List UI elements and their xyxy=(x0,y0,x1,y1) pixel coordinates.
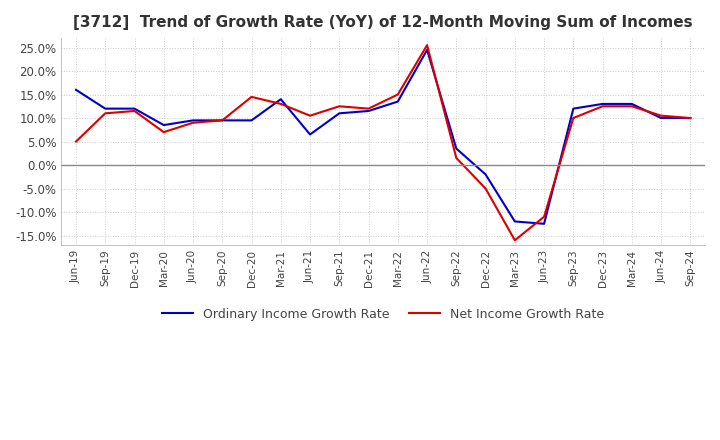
Ordinary Income Growth Rate xyxy=(335,111,343,116)
Net Income Growth Rate xyxy=(394,92,402,97)
Ordinary Income Growth Rate xyxy=(247,118,256,123)
Net Income Growth Rate xyxy=(686,115,695,121)
Ordinary Income Growth Rate xyxy=(72,87,81,92)
Net Income Growth Rate xyxy=(218,118,227,123)
Net Income Growth Rate xyxy=(335,104,343,109)
Ordinary Income Growth Rate xyxy=(276,97,285,102)
Net Income Growth Rate xyxy=(657,113,665,118)
Title: [3712]  Trend of Growth Rate (YoY) of 12-Month Moving Sum of Incomes: [3712] Trend of Growth Rate (YoY) of 12-… xyxy=(73,15,693,30)
Net Income Growth Rate xyxy=(306,113,315,118)
Ordinary Income Growth Rate xyxy=(569,106,577,111)
Net Income Growth Rate xyxy=(569,115,577,121)
Net Income Growth Rate xyxy=(189,120,197,125)
Net Income Growth Rate xyxy=(481,186,490,191)
Line: Net Income Growth Rate: Net Income Growth Rate xyxy=(76,45,690,240)
Net Income Growth Rate xyxy=(130,108,139,114)
Ordinary Income Growth Rate xyxy=(423,47,431,52)
Ordinary Income Growth Rate xyxy=(394,99,402,104)
Net Income Growth Rate xyxy=(364,106,373,111)
Net Income Growth Rate xyxy=(540,214,549,220)
Ordinary Income Growth Rate xyxy=(159,122,168,128)
Ordinary Income Growth Rate xyxy=(218,118,227,123)
Ordinary Income Growth Rate xyxy=(657,115,665,121)
Net Income Growth Rate xyxy=(276,101,285,106)
Ordinary Income Growth Rate xyxy=(598,101,607,106)
Net Income Growth Rate xyxy=(247,94,256,99)
Ordinary Income Growth Rate xyxy=(481,172,490,177)
Net Income Growth Rate xyxy=(598,104,607,109)
Net Income Growth Rate xyxy=(628,104,636,109)
Net Income Growth Rate xyxy=(101,111,109,116)
Net Income Growth Rate xyxy=(423,43,431,48)
Ordinary Income Growth Rate xyxy=(364,108,373,114)
Net Income Growth Rate xyxy=(72,139,81,144)
Ordinary Income Growth Rate xyxy=(686,115,695,121)
Line: Ordinary Income Growth Rate: Ordinary Income Growth Rate xyxy=(76,50,690,224)
Legend: Ordinary Income Growth Rate, Net Income Growth Rate: Ordinary Income Growth Rate, Net Income … xyxy=(157,303,609,326)
Ordinary Income Growth Rate xyxy=(189,118,197,123)
Ordinary Income Growth Rate xyxy=(628,101,636,106)
Ordinary Income Growth Rate xyxy=(510,219,519,224)
Ordinary Income Growth Rate xyxy=(101,106,109,111)
Ordinary Income Growth Rate xyxy=(540,221,549,227)
Net Income Growth Rate xyxy=(452,155,461,161)
Ordinary Income Growth Rate xyxy=(130,106,139,111)
Ordinary Income Growth Rate xyxy=(306,132,315,137)
Ordinary Income Growth Rate xyxy=(452,146,461,151)
Net Income Growth Rate xyxy=(510,238,519,243)
Net Income Growth Rate xyxy=(159,129,168,135)
